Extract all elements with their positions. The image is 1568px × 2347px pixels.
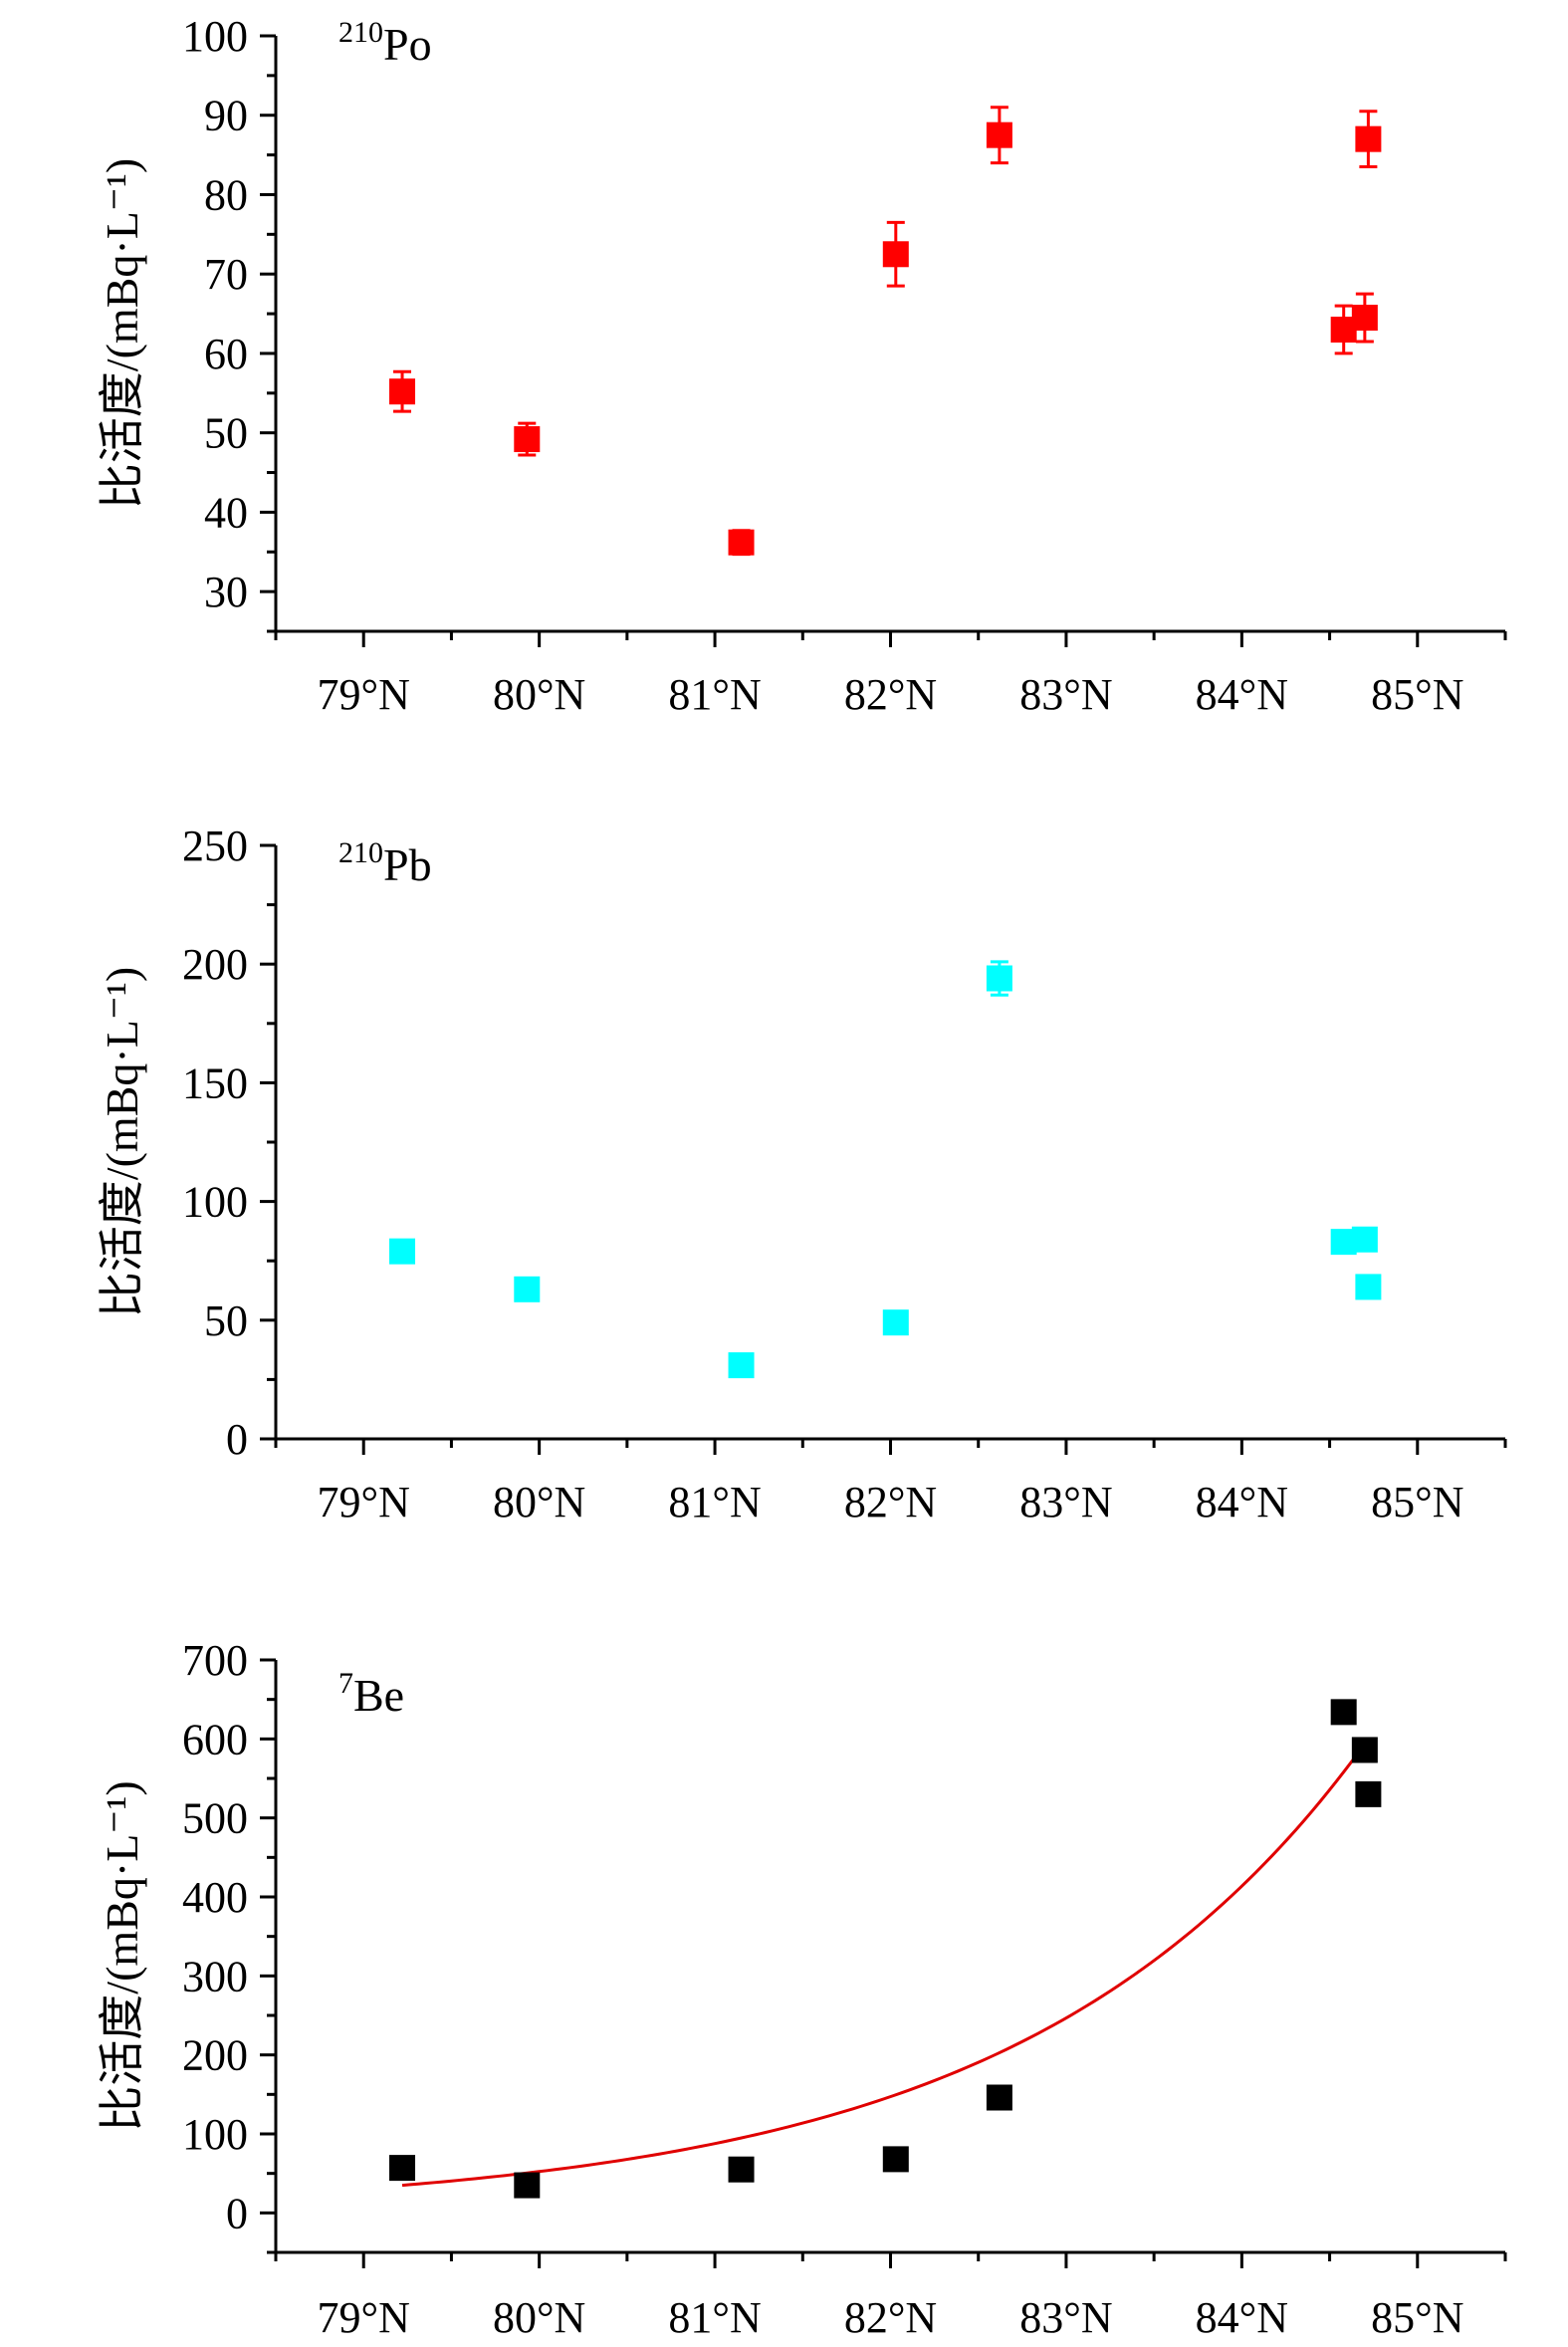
pb210-y-tick-label: 0 <box>226 1415 248 1464</box>
be7-x-tick-label: 82°N <box>844 2293 937 2342</box>
po210-data-point <box>986 121 1012 148</box>
pb210-x-tick-label: 80°N <box>493 1478 585 1526</box>
pb210-y-tick-label: 100 <box>182 1178 248 1227</box>
be7-data-point <box>1355 1780 1382 1807</box>
be7-y-tick-label: 700 <box>182 1636 248 1685</box>
be7-y-tick-label: 300 <box>182 1952 248 2000</box>
pb210-data-point <box>986 965 1012 992</box>
be7-x-tick-label: 85°N <box>1371 2293 1463 2342</box>
pb210-data-point <box>728 1352 755 1379</box>
pb210-x-tick-label: 83°N <box>1019 1478 1112 1526</box>
po210-y-tick-label: 30 <box>204 568 248 616</box>
be7-data-point <box>986 2084 1012 2111</box>
po210-y-tick-label: 40 <box>204 488 248 537</box>
pb210-data-point <box>514 1276 541 1302</box>
be7-fit-curve <box>401 1738 1370 2188</box>
po210-x-tick-label: 80°N <box>493 670 585 719</box>
be7-x-tick-label: 80°N <box>493 2293 585 2342</box>
be7-data-point <box>1351 1737 1378 1763</box>
be7-y-tick-label: 0 <box>226 2189 248 2237</box>
po210-data-point <box>882 241 909 268</box>
pb210-x-tick-label: 81°N <box>668 1478 761 1526</box>
be7-y-tick-label: 600 <box>182 1715 248 1763</box>
be7-x-tick-label: 84°N <box>1196 2293 1288 2342</box>
po210-y-axis-title: 比活度/(mBq·L⁻¹) <box>97 158 147 509</box>
panel-be7: 0 100 200 300 400 500 600 700 79°N 80°N 81°N 82°N 83… <box>97 1636 1507 2342</box>
panel-po210: 30 40 50 60 70 80 90 100 79°N 80°N 81°N 82°N 83°N 84°… <box>97 12 1507 719</box>
pb210-x-tick-label: 85°N <box>1371 1478 1463 1526</box>
po210-y-tick-label: 50 <box>204 409 248 458</box>
be7-y-tick-label: 100 <box>182 2110 248 2159</box>
be7-y-tick-label: 200 <box>182 2031 248 2080</box>
pb210-y-tick-label: 250 <box>182 821 248 870</box>
be7-data-point <box>728 2156 755 2183</box>
be7-x-tick-label: 79°N <box>318 2293 410 2342</box>
po210-data-point <box>1355 125 1382 152</box>
pb210-y-tick-label: 200 <box>182 940 248 989</box>
po210-y-tick-label: 100 <box>182 12 248 61</box>
be7-data-point <box>882 2146 909 2173</box>
be7-y-tick-label: 500 <box>182 1794 248 1843</box>
be7-y-tick-label: 400 <box>182 1873 248 1922</box>
po210-isotope-label: 210Po <box>338 16 432 70</box>
po210-data-point <box>728 529 755 556</box>
be7-data-point <box>514 2172 541 2199</box>
pb210-isotope-label: 210Pb <box>338 836 432 890</box>
po210-data-point <box>1351 305 1378 332</box>
pb210-data-point <box>1351 1226 1378 1253</box>
po210-data-point <box>514 426 541 453</box>
be7-data-point <box>389 2155 416 2182</box>
po210-data-point <box>389 378 416 405</box>
po210-y-tick-label: 80 <box>204 170 248 219</box>
panel-pb210: 0 50 100 150 200 250 79°N 80°N 81°N 82°N 83°N 84°N 8… <box>97 821 1507 1526</box>
pb210-x-tick-label: 84°N <box>1196 1478 1288 1526</box>
be7-data-point <box>1330 1699 1357 1726</box>
pb210-y-axis-title: 比活度/(mBq·L⁻¹) <box>97 967 147 1317</box>
pb210-x-tick-label: 82°N <box>844 1478 937 1526</box>
pb210-data-point <box>389 1238 416 1265</box>
po210-y-tick-label: 70 <box>204 250 248 299</box>
po210-x-tick-label: 81°N <box>668 670 761 719</box>
pb210-x-tick-label: 79°N <box>318 1478 410 1526</box>
be7-x-tick-label: 81°N <box>668 2293 761 2342</box>
po210-x-tick-label: 84°N <box>1196 670 1288 719</box>
po210-x-tick-label: 83°N <box>1019 670 1112 719</box>
po210-x-tick-label: 85°N <box>1371 670 1463 719</box>
po210-y-tick-label: 60 <box>204 330 248 378</box>
po210-x-tick-label: 82°N <box>844 670 937 719</box>
be7-y-axis-title: 比活度/(mBq·L⁻¹) <box>97 1780 147 2131</box>
be7-isotope-label: 7Be <box>338 1667 404 1721</box>
po210-x-tick-label: 79°N <box>318 670 410 719</box>
po210-y-tick-label: 90 <box>204 92 248 140</box>
pb210-y-tick-label: 150 <box>182 1058 248 1107</box>
pb210-y-tick-label: 50 <box>204 1296 248 1345</box>
pb210-data-point <box>882 1309 909 1336</box>
be7-x-tick-label: 83°N <box>1019 2293 1112 2342</box>
pb210-data-point <box>1355 1274 1382 1300</box>
